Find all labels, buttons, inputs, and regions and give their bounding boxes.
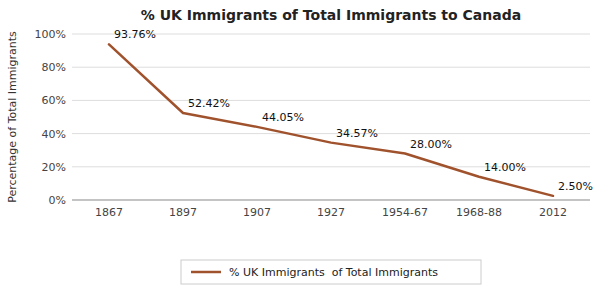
x-tick-label: 2012 — [539, 206, 567, 219]
data-label: 28.00% — [410, 138, 452, 151]
data-label: 93.76% — [114, 28, 156, 41]
legend: % UK Immigrants of Total Immigrants — [181, 260, 481, 284]
x-tick-label: 1968-88 — [456, 206, 502, 219]
plot-area — [109, 44, 553, 195]
line — [109, 44, 553, 195]
grid-line — [72, 67, 590, 68]
data-label: 2.50% — [558, 180, 593, 193]
y-tick-label: 20% — [42, 161, 66, 174]
data-labels: 93.76% 52.42% 44.05% 34.57% 28.00% 14.00% 2.50… — [114, 28, 593, 192]
y-tick-label: 80% — [42, 61, 66, 74]
data-label: 52.42% — [188, 97, 230, 110]
grid — [72, 34, 590, 200]
legend-swatch — [191, 271, 221, 274]
y-tick-label: 0% — [49, 194, 66, 207]
legend-box — [181, 260, 481, 284]
y-tick-label: 100% — [35, 28, 66, 41]
data-label: 14.00% — [484, 161, 526, 174]
x-tick-label: 1907 — [243, 206, 271, 219]
y-axis-label: Percentage of Total Immigrants — [6, 31, 19, 203]
grid-line — [72, 200, 590, 201]
y-tick-label: 40% — [42, 128, 66, 141]
y-tick-label: 60% — [42, 94, 66, 107]
x-tick-label: 1897 — [169, 206, 197, 219]
x-axis-line — [72, 200, 590, 201]
grid-line — [72, 133, 590, 134]
data-label: 44.05% — [262, 111, 304, 124]
legend-label: % UK Immigrants of Total Immigrants — [229, 266, 438, 279]
x-tick-label: 1927 — [317, 206, 345, 219]
title: % UK Immigrants of Total Immigrants to C… — [141, 7, 521, 23]
grid-line — [72, 100, 590, 101]
data-label: 34.57% — [336, 127, 378, 140]
x-tick-label: 1867 — [95, 206, 123, 219]
chart: % UK Immigrants of Total Immigrants to C… — [0, 0, 613, 298]
x-tick-label: 1954-67 — [382, 206, 428, 219]
